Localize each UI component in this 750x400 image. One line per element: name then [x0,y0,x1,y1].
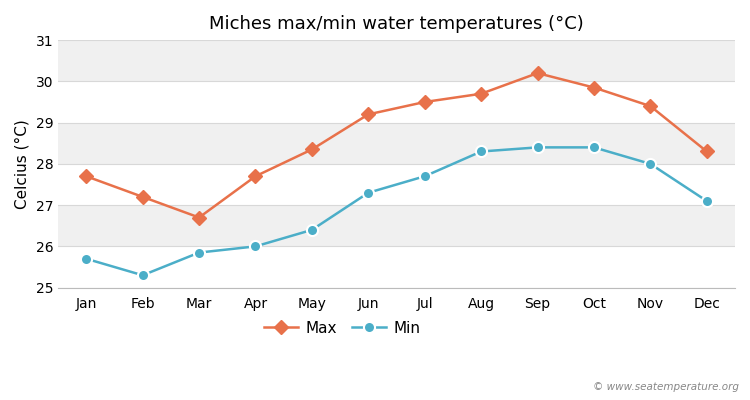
Line: Max: Max [82,68,712,222]
Max [533,71,542,76]
Min [194,250,203,255]
Min [82,256,91,261]
Line: Min: Min [81,142,712,281]
Title: Miches max/min water temperatures (°C): Miches max/min water temperatures (°C) [209,15,584,33]
Min [420,174,429,179]
Max [420,100,429,104]
Min [590,145,598,150]
Max [590,85,598,90]
Bar [58,205,735,246]
Max [477,91,486,96]
Bar [58,164,735,205]
Min [477,149,486,154]
Max [364,112,373,117]
Max [138,194,147,199]
Max [194,215,203,220]
Min [138,273,147,278]
Bar [58,246,735,288]
Min [646,162,655,166]
Max [251,174,260,179]
Min [533,145,542,150]
Max [646,104,655,108]
Max [308,147,316,152]
Text: © www.seatemperature.org: © www.seatemperature.org [592,382,739,392]
Legend: Max, Min: Max, Min [258,315,427,342]
Min [251,244,260,249]
Bar [58,123,735,164]
Bar [58,40,735,81]
Min [702,199,711,204]
Bar [58,81,735,123]
Max [702,149,711,154]
Max [82,174,91,179]
Y-axis label: Celcius (°C): Celcius (°C) [15,119,30,209]
Min [364,190,373,195]
Min [308,228,316,232]
